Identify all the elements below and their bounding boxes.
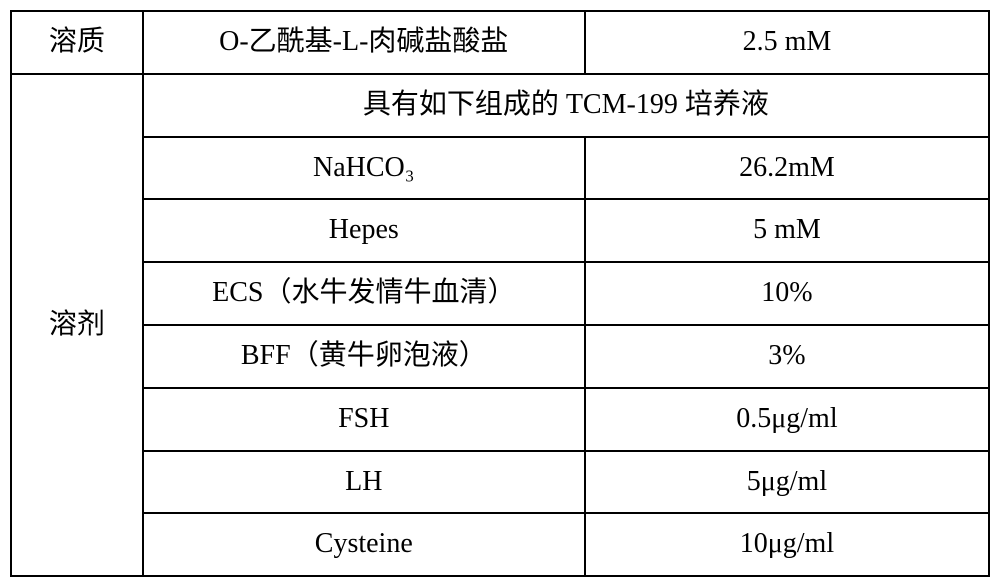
component-value-cell: 10μg/ml — [585, 513, 989, 576]
table-row: 溶质O-乙酰基-L-肉碱盐酸盐2.5 mM — [11, 11, 989, 74]
component-value-cell: 26.2mM — [585, 137, 989, 200]
table-row: LH5μg/ml — [11, 451, 989, 514]
component-value-cell: 5μg/ml — [585, 451, 989, 514]
table-row: ECS（水牛发情牛血清）10% — [11, 262, 989, 325]
table-row: NaHCO₃26.2mM — [11, 137, 989, 200]
component-name-cell: Cysteine — [143, 513, 585, 576]
component-value-cell: 5 mM — [585, 199, 989, 262]
component-name-cell: ECS（水牛发情牛血清） — [143, 262, 585, 325]
table-row: BFF（黄牛卵泡液）3% — [11, 325, 989, 388]
solute-value-cell: 2.5 mM — [585, 11, 989, 74]
composition-table: 溶质O-乙酰基-L-肉碱盐酸盐2.5 mM溶剂具有如下组成的 TCM-199 培… — [10, 10, 990, 577]
component-value-cell: 0.5μg/ml — [585, 388, 989, 451]
table-row: FSH0.5μg/ml — [11, 388, 989, 451]
component-name-cell: Hepes — [143, 199, 585, 262]
component-name-cell: BFF（黄牛卵泡液） — [143, 325, 585, 388]
solvent-header-cell: 具有如下组成的 TCM-199 培养液 — [143, 74, 989, 137]
table-row: 溶剂具有如下组成的 TCM-199 培养液 — [11, 74, 989, 137]
solute-label-cell: 溶质 — [11, 11, 143, 74]
solute-name-cell: O-乙酰基-L-肉碱盐酸盐 — [143, 11, 585, 74]
component-name-cell: LH — [143, 451, 585, 514]
component-name-cell: NaHCO₃ — [143, 137, 585, 200]
table-row: Hepes5 mM — [11, 199, 989, 262]
component-value-cell: 3% — [585, 325, 989, 388]
component-value-cell: 10% — [585, 262, 989, 325]
solvent-label-cell: 溶剂 — [11, 74, 143, 576]
table-row: Cysteine10μg/ml — [11, 513, 989, 576]
composition-table: 溶质O-乙酰基-L-肉碱盐酸盐2.5 mM溶剂具有如下组成的 TCM-199 培… — [10, 10, 990, 577]
component-name-cell: FSH — [143, 388, 585, 451]
